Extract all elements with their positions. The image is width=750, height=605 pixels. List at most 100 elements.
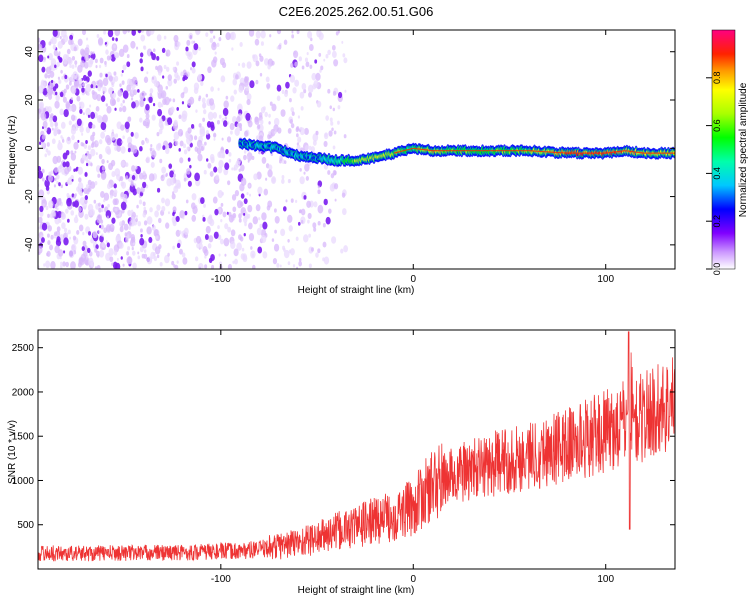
noise-speck — [173, 138, 176, 142]
noise-speck — [123, 223, 129, 231]
noise-speck — [307, 212, 312, 220]
noise-speck — [225, 95, 229, 100]
noise-speck — [100, 131, 106, 139]
noise-speck — [299, 91, 305, 99]
noise-speck — [290, 106, 295, 113]
noise-speck — [185, 199, 189, 204]
noise-speck — [217, 189, 223, 199]
noise-speck — [58, 51, 61, 55]
noise-speck — [117, 89, 123, 97]
snr-marks — [38, 331, 675, 562]
noise-speck — [323, 256, 330, 265]
noise-speck — [68, 39, 73, 46]
y-tick-label: 0 — [24, 145, 35, 151]
noise-speck — [98, 153, 103, 160]
noise-speck — [173, 34, 179, 43]
noise-speck — [226, 121, 230, 125]
noise-speck — [243, 212, 246, 216]
noise-speck — [284, 91, 289, 98]
spectrogram-ylabel: Frequency (Hz) — [7, 116, 18, 185]
noise-speck — [280, 109, 286, 117]
noise-speck — [194, 172, 200, 182]
noise-speck — [69, 64, 72, 68]
noise-speck — [115, 233, 121, 242]
noise-speck — [46, 127, 52, 135]
noise-speck — [116, 97, 120, 103]
noise-speck — [179, 230, 182, 234]
noise-speck — [167, 252, 170, 257]
noise-speck — [45, 66, 51, 75]
noise-speck — [296, 133, 299, 138]
noise-speck — [139, 117, 143, 123]
noise-speck — [85, 162, 89, 167]
noise-speck — [187, 51, 193, 60]
noise-speck — [248, 30, 255, 37]
noise-speck — [292, 264, 296, 268]
noise-speck — [331, 50, 337, 59]
noise-speck — [274, 215, 280, 224]
noise-speck — [120, 124, 125, 131]
noise-speck — [218, 114, 222, 119]
noise-speck — [316, 100, 322, 108]
snr-frame — [37, 329, 676, 570]
noise-speck — [43, 57, 46, 61]
noise-speck — [230, 31, 236, 41]
noise-speck — [245, 85, 250, 92]
chart-title: C2E6.2025.262.00.51.G06 — [279, 4, 434, 19]
noise-speck — [262, 221, 268, 230]
noise-speck — [130, 236, 136, 244]
noise-speck — [70, 150, 74, 155]
noise-speck — [253, 173, 258, 181]
noise-speck — [46, 142, 50, 147]
noise-speck — [78, 83, 82, 89]
noise-speck — [115, 133, 119, 138]
noise-speck — [108, 87, 113, 95]
noise-speck — [92, 230, 98, 239]
noise-speck — [306, 52, 309, 56]
noise-speck — [41, 106, 45, 111]
noise-speck — [122, 263, 125, 267]
noise-speck — [190, 202, 196, 210]
noise-speck — [198, 123, 202, 128]
noise-speck — [179, 157, 184, 164]
noise-speck — [137, 88, 140, 93]
noise-speck — [222, 211, 227, 218]
noise-speck — [120, 160, 126, 167]
noise-speck — [231, 167, 234, 171]
noise-speck — [121, 140, 124, 144]
noise-speck — [228, 214, 234, 223]
noise-speck — [290, 123, 295, 129]
noise-speck — [101, 165, 106, 171]
noise-speck — [161, 205, 166, 212]
noise-speck — [307, 31, 313, 39]
noise-speck — [241, 62, 246, 68]
noise-speck — [63, 250, 66, 254]
noise-speck — [304, 57, 309, 63]
noise-speck — [77, 139, 80, 143]
noise-speck — [232, 212, 237, 219]
noise-speck — [56, 61, 60, 68]
noise-speck — [76, 95, 81, 102]
noise-speck — [307, 84, 314, 93]
noise-speck — [60, 184, 64, 189]
spectrogram-marks — [38, 30, 675, 269]
noise-speck — [330, 121, 334, 126]
noise-speck — [42, 203, 45, 207]
noise-speck — [220, 75, 226, 83]
noise-speck — [140, 228, 143, 233]
noise-speck — [217, 225, 220, 230]
noise-speck — [343, 245, 349, 253]
noise-speck — [276, 95, 281, 102]
noise-speck — [210, 253, 215, 262]
noise-speck — [243, 198, 248, 205]
noise-speck — [156, 187, 161, 193]
noise-speck — [170, 106, 175, 113]
noise-speck — [138, 199, 143, 205]
noise-speck — [91, 89, 95, 95]
noise-speck — [70, 74, 76, 83]
noise-speck — [85, 80, 88, 85]
noise-speck — [151, 76, 155, 80]
snr-ylabel: SNR (10 * v/v) — [7, 420, 18, 484]
noise-speck — [295, 236, 299, 241]
noise-speck — [209, 37, 214, 43]
